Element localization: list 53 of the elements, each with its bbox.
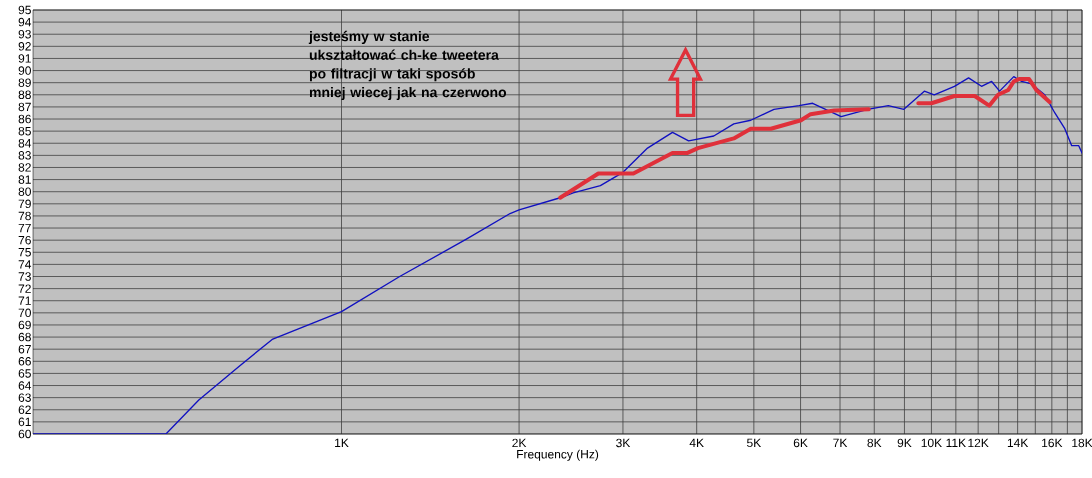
- y-tick-label: 78: [18, 211, 31, 221]
- y-tick-label: 82: [18, 163, 31, 172]
- y-tick-label: 85: [18, 126, 31, 136]
- x-tick-label: 18K: [1072, 438, 1092, 448]
- y-tick-label: 76: [18, 235, 31, 245]
- y-tick-label: 73: [18, 272, 31, 281]
- y-tick-label: 70: [18, 308, 31, 318]
- y-tick-label: 84: [18, 138, 32, 148]
- y-tick-label: 71: [18, 296, 31, 305]
- y-tick-label: 60: [18, 429, 31, 439]
- x-tick-label: 14K: [1007, 438, 1029, 447]
- y-tick-label: 63: [18, 393, 31, 402]
- x-tick-label: 9K: [897, 438, 912, 448]
- y-tick-label: 79: [18, 199, 31, 209]
- y-tick-label: 62: [18, 405, 31, 415]
- x-tick-label: 2K: [512, 438, 527, 448]
- x-tick-label: 6K: [793, 438, 808, 448]
- y-tick-label: 75: [18, 248, 31, 257]
- y-tick-label: 86: [18, 114, 31, 124]
- y-tick-label: 90: [18, 66, 31, 75]
- y-tick-label: 87: [18, 102, 31, 112]
- y-tick-label: 65: [18, 369, 31, 378]
- y-tick-label: 66: [18, 357, 31, 366]
- y-tick-label: 67: [18, 344, 31, 354]
- x-tick-label: 12K: [968, 438, 989, 448]
- x-tick-label: 1K: [335, 438, 349, 447]
- x-tick-label: 3K: [616, 438, 631, 448]
- y-tick-label: 81: [18, 175, 31, 184]
- y-tick-label: 61: [18, 417, 31, 427]
- y-tick-label: 91: [18, 54, 31, 63]
- y-tick-label: 83: [18, 151, 31, 160]
- y-tick-label: 77: [18, 223, 31, 233]
- x-axis-title: Frequency (Hz): [517, 449, 599, 461]
- y-tick-label: 74: [18, 260, 32, 269]
- y-tick-label: 80: [18, 187, 31, 196]
- y-tick-label: 92: [18, 42, 31, 51]
- x-tick-label: 5K: [746, 438, 762, 448]
- x-tick-label: 16K: [1042, 438, 1063, 448]
- x-tick-label: 8K: [867, 438, 882, 448]
- y-tick-label: 89: [18, 78, 31, 87]
- x-tick-label: 7K: [833, 438, 848, 447]
- x-tick-label: 11K: [946, 438, 966, 447]
- y-tick-label: 69: [18, 320, 31, 330]
- y-tick-label: 94: [18, 17, 32, 27]
- x-tick-label: 10K: [921, 438, 942, 448]
- y-tick-label: 64: [18, 381, 32, 390]
- y-tick-label: 93: [18, 29, 31, 39]
- annotation: jesteśmy w stanie ukształtować ch-ke tweetera po filtracji w taki sposób mniej wiecej jak na czerwono: [308, 30, 507, 101]
- y-tick-label: 88: [18, 90, 31, 100]
- y-tick-label: 72: [18, 284, 31, 293]
- y-tick-label: 68: [18, 332, 31, 342]
- x-tick-label: 4K: [689, 438, 704, 447]
- y-tick-label: 95: [18, 5, 31, 15]
